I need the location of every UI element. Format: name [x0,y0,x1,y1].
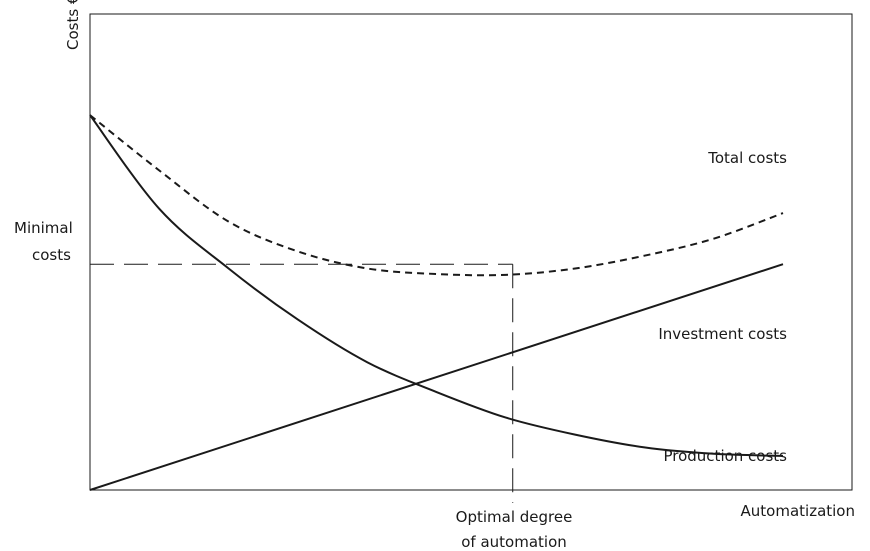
plot-frame [89,13,853,491]
series-line-total-costs [89,114,784,277]
series-label-total-costs: Total costs [707,149,787,167]
y-axis-label: Costs € [64,0,82,50]
series-label-production-costs: Production costs [663,447,787,465]
optimal-degree-label-line2: of automation [461,533,567,551]
optimal-degree-label-line1: Optimal degree [456,508,573,526]
minimal-costs-label-line2: costs [32,246,71,264]
series-layer [89,114,784,491]
x-axis-label: Automatization [741,502,855,520]
series-label-investment-costs: Investment costs [658,325,787,343]
series-line-investment-costs [89,263,784,491]
series-line-production-costs [89,114,784,457]
minimal-costs-label-line1: Minimal [14,219,73,237]
